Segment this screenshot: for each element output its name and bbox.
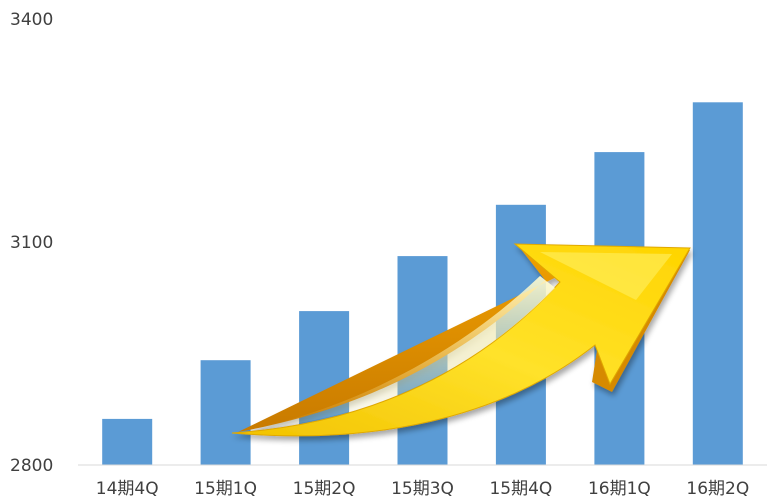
y-tick-label: 3100 [10, 233, 53, 253]
x-axis-tick-labels: 14期4Q 15期1Q 15期2Q 15期3Q 15期4Q 16期1Q 16期2Q [96, 479, 749, 499]
x-tick-label: 14期4Q [96, 479, 159, 499]
x-tick-label: 16期1Q [588, 479, 651, 499]
bar-7 [692, 102, 743, 466]
y-tick-label: 3400 [10, 10, 53, 30]
x-tick-label: 15期2Q [293, 479, 356, 499]
x-tick-label: 15期1Q [194, 479, 257, 499]
bar-2 [200, 360, 251, 465]
upward-arrow-icon [231, 243, 691, 437]
x-tick-label: 15期4Q [489, 479, 552, 499]
y-tick-label: 2800 [10, 456, 53, 476]
bar-1 [102, 418, 153, 465]
x-tick-label: 16期2Q [686, 479, 749, 499]
y-axis-tick-labels: 2800 3100 3400 [10, 10, 53, 476]
x-tick-label: 15期3Q [391, 479, 454, 499]
